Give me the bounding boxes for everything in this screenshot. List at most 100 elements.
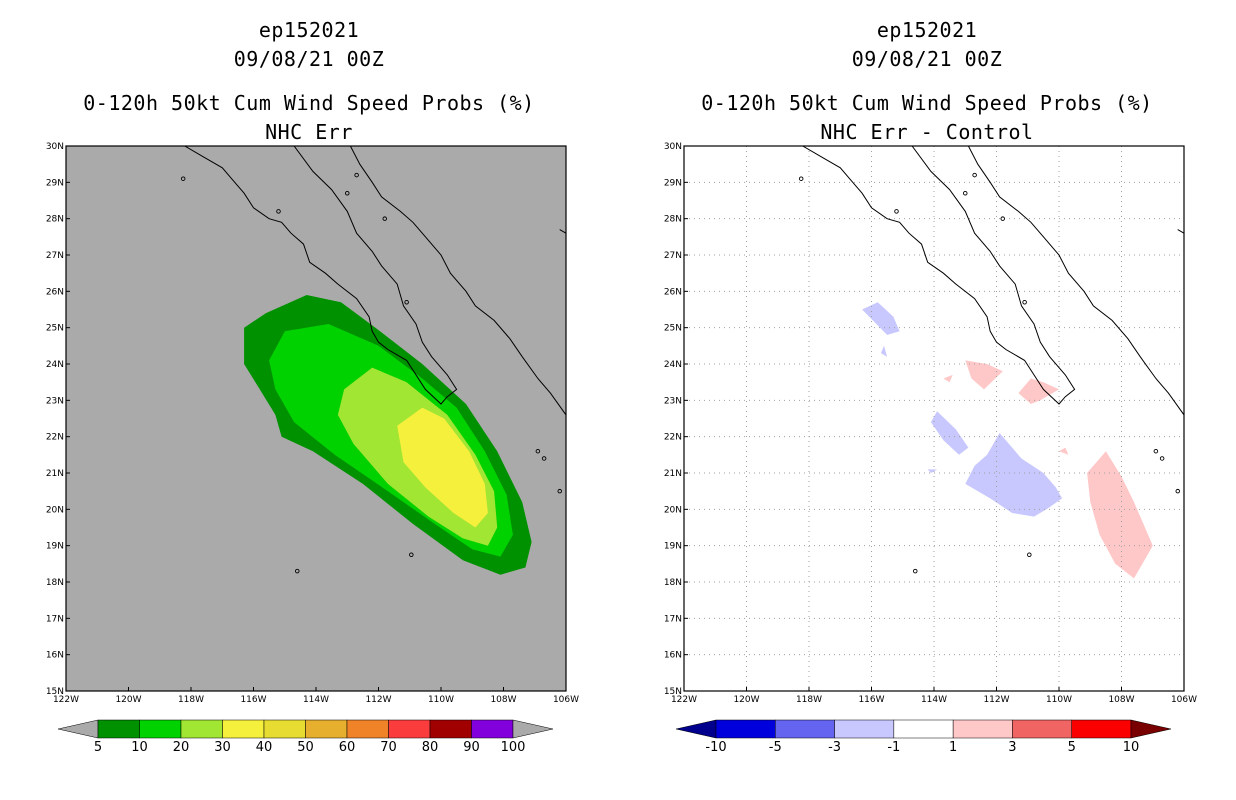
left-product-title: 0-120h 50kt Cum Wind Speed Probs (%)	[83, 91, 535, 115]
colorbar-segment-6	[346, 719, 389, 739]
island-7	[1159, 456, 1165, 461]
colorbar-label-1: -5	[769, 740, 782, 755]
colorbar-label-3: 30	[214, 740, 231, 755]
y-tick-label-13: 28N	[46, 215, 64, 225]
y-tick-label-14: 29N	[46, 178, 64, 188]
contour-neg1-0	[862, 302, 900, 335]
coastline-2	[559, 229, 566, 234]
contour-neg1-4	[927, 469, 938, 473]
colorbar-label-5: 50	[297, 740, 314, 755]
y-tick-label-13: 28N	[664, 215, 682, 225]
x-tick-label-2: 118W	[796, 695, 822, 705]
island-2	[354, 172, 359, 178]
right-storm-id: ep152021	[876, 18, 978, 42]
colorbar-label-1: 10	[131, 740, 148, 755]
island-3	[963, 190, 968, 196]
island-1	[276, 209, 281, 214]
plot-area	[180, 146, 566, 575]
y-tick-label-4: 19N	[664, 542, 682, 552]
island-10	[913, 568, 918, 574]
y-tick-label-10: 25N	[664, 324, 682, 334]
island-9	[409, 552, 414, 558]
y-tick-label-5: 20N	[664, 505, 682, 515]
island-2	[972, 172, 977, 178]
island-9	[1027, 552, 1032, 558]
colorbar-over-arrow	[512, 719, 554, 739]
colorbar-label-10: 100	[501, 740, 526, 755]
y-tick-label-4: 19N	[46, 542, 64, 552]
island-4	[1000, 216, 1006, 221]
y-tick-label-6: 21N	[46, 469, 64, 479]
island-7	[541, 456, 547, 461]
contour-neg1-2	[965, 433, 1063, 517]
island-6	[535, 448, 541, 454]
left-chart: 122W 120W 118W 116W 114W 112W 110W 108W 106W 15N 1…	[46, 142, 579, 755]
y-tick-label-9: 24N	[46, 360, 64, 370]
colorbar-label-4: 1	[949, 740, 957, 755]
island-3	[345, 190, 350, 196]
x-tick-label-8: 106W	[553, 695, 579, 705]
colorbar-label-6: 60	[339, 740, 356, 755]
contour-neg1-1	[930, 411, 969, 455]
colorbar-segment-1	[775, 719, 835, 739]
y-tick-label-2: 17N	[664, 614, 682, 624]
island-10	[295, 568, 300, 574]
y-tick-label-12: 27N	[46, 251, 64, 261]
left-panel: ep152021 09/08/21 00Z 0-120h 50kt Cum Wi…	[46, 18, 579, 755]
colorbar-segment-4	[263, 719, 306, 739]
y-tick-label-1: 16N	[46, 651, 64, 661]
y-tick-label-3: 18N	[664, 578, 682, 588]
y-tick-label-11: 26N	[664, 287, 682, 297]
island-4	[382, 216, 388, 221]
colorbar-label-6: 5	[1068, 740, 1076, 755]
y-tick-label-15: 30N	[46, 142, 64, 152]
x-tick-label-4: 114W	[303, 695, 329, 705]
colorbar-segment-0	[97, 719, 140, 739]
y-tick-label-14: 29N	[664, 178, 682, 188]
x-tick-label-6: 110W	[1046, 695, 1072, 705]
colorbar-segment-0	[715, 719, 776, 739]
y-tick-label-7: 22N	[46, 433, 64, 443]
contour-1-6	[1018, 378, 1059, 404]
y-tick-label-1: 16N	[664, 651, 682, 661]
y-tick-label-6: 21N	[664, 469, 682, 479]
colorbar-label-8: 80	[422, 740, 439, 755]
colorbar-segment-2	[834, 719, 895, 739]
colorbar-over-arrow	[1130, 719, 1172, 739]
coastline-2	[1177, 229, 1184, 234]
x-tick-label-0: 122W	[53, 695, 79, 705]
colorbar-segment-5	[305, 719, 348, 739]
colorbar-label-9: 90	[463, 740, 480, 755]
x-tick-label-2: 118W	[178, 695, 204, 705]
island-6	[1153, 448, 1159, 454]
contour-neg1-3	[880, 345, 888, 357]
coastline-1	[967, 146, 1184, 416]
colorbar-segment-3	[893, 719, 954, 739]
colorbar-segment-7	[388, 719, 431, 739]
contour-1-9	[1059, 447, 1069, 455]
colorbar-label-2: 20	[173, 740, 190, 755]
colorbar-segment-4	[952, 719, 1013, 739]
colorbar-label-5: 3	[1008, 740, 1016, 755]
plot-area	[684, 146, 1184, 691]
colorbar-label-7: 70	[380, 740, 397, 755]
colorbar-segment-5	[1012, 719, 1072, 739]
colorbar-label-4: 40	[256, 740, 273, 755]
y-tick-label-15: 30N	[664, 142, 682, 152]
island-1	[894, 209, 899, 214]
y-tick-label-12: 27N	[664, 251, 682, 261]
x-tick-label-6: 110W	[428, 695, 454, 705]
colorbar-segment-3	[222, 719, 265, 739]
island-5	[404, 299, 409, 305]
island-0	[798, 176, 804, 181]
colorbar-label-2: -3	[828, 740, 841, 755]
colorbar-segment-2	[180, 719, 223, 739]
island-5	[1022, 299, 1027, 305]
contour-1-5	[965, 360, 1003, 390]
y-tick-label-8: 23N	[46, 396, 64, 406]
left-date: 09/08/21 00Z	[233, 47, 385, 71]
x-tick-label-5: 112W	[983, 695, 1009, 705]
colorbar-label-0: 5	[94, 740, 102, 755]
colorbar-label-7: 10	[1123, 740, 1140, 755]
x-tick-label-7: 108W	[1108, 695, 1134, 705]
